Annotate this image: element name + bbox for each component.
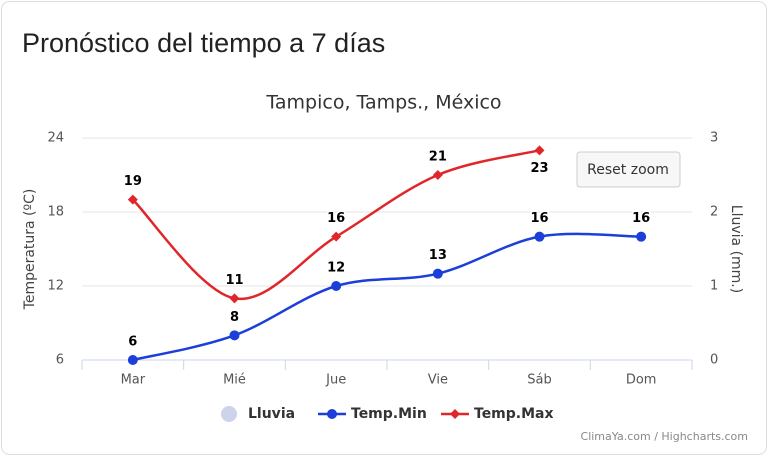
x-tick-label: Dom bbox=[626, 373, 657, 388]
x-tick-label: Vie bbox=[428, 373, 448, 388]
series-line bbox=[132, 232, 642, 362]
legend-label: Lluvia bbox=[248, 406, 295, 422]
x-tick-label: Mié bbox=[223, 373, 246, 388]
button-bg[interactable] bbox=[576, 151, 681, 188]
button-label[interactable]: Reset zoom bbox=[587, 162, 669, 178]
data-label: 16 bbox=[632, 211, 650, 226]
y-axis-title: Temperatura (ºC) bbox=[22, 189, 38, 311]
marker bbox=[331, 231, 342, 242]
legend-label: Temp.Max bbox=[474, 406, 554, 422]
data-label: 23 bbox=[530, 161, 548, 176]
y-tick-label: 6 bbox=[56, 353, 64, 368]
legend-symbol bbox=[450, 409, 460, 419]
reset-zoom-button[interactable]: Reset zoom bbox=[576, 151, 681, 188]
marker bbox=[127, 355, 138, 365]
y-tick-label: 24 bbox=[47, 131, 64, 146]
data-label: 13 bbox=[429, 248, 447, 263]
x-tick-label: Jue bbox=[325, 373, 346, 388]
marker bbox=[229, 330, 240, 341]
series-line bbox=[131, 149, 540, 301]
data-label: 12 bbox=[327, 261, 345, 276]
data-label: 11 bbox=[225, 273, 243, 288]
data-label: 16 bbox=[530, 211, 548, 226]
x-tick-label: Sáb bbox=[527, 373, 551, 388]
y2-tick-label: 0 bbox=[710, 353, 718, 368]
marker bbox=[432, 170, 443, 180]
legend-symbol bbox=[221, 406, 237, 422]
marker bbox=[432, 268, 443, 279]
marker bbox=[534, 145, 545, 156]
data-label: 6 bbox=[128, 335, 137, 350]
y-tick-label: 18 bbox=[47, 205, 64, 220]
y-tick-label: 12 bbox=[47, 279, 64, 294]
legend-symbol bbox=[327, 409, 337, 419]
data-label: 19 bbox=[124, 174, 142, 189]
y2-axis-title: Lluvia (mm.) bbox=[728, 205, 744, 293]
y2-tick-label: 3 bbox=[710, 131, 718, 146]
marker bbox=[229, 293, 240, 304]
chart-title: Tampico, Tamps., México bbox=[265, 92, 501, 114]
marker bbox=[636, 231, 647, 242]
data-label: 8 bbox=[230, 310, 239, 325]
marker bbox=[127, 194, 138, 205]
y2-tick-label: 1 bbox=[710, 279, 718, 294]
marker bbox=[534, 231, 545, 242]
credits: ClimaYa.com / Highcharts.com bbox=[581, 430, 748, 443]
data-label: 16 bbox=[327, 211, 345, 226]
marker bbox=[331, 281, 342, 291]
data-label: 21 bbox=[429, 150, 447, 165]
x-tick-label: Mar bbox=[121, 373, 146, 388]
y2-tick-label: 2 bbox=[710, 205, 718, 220]
page-title: Pronóstico del tiempo a 7 días bbox=[22, 28, 385, 58]
legend-label: Temp.Min bbox=[351, 406, 427, 422]
